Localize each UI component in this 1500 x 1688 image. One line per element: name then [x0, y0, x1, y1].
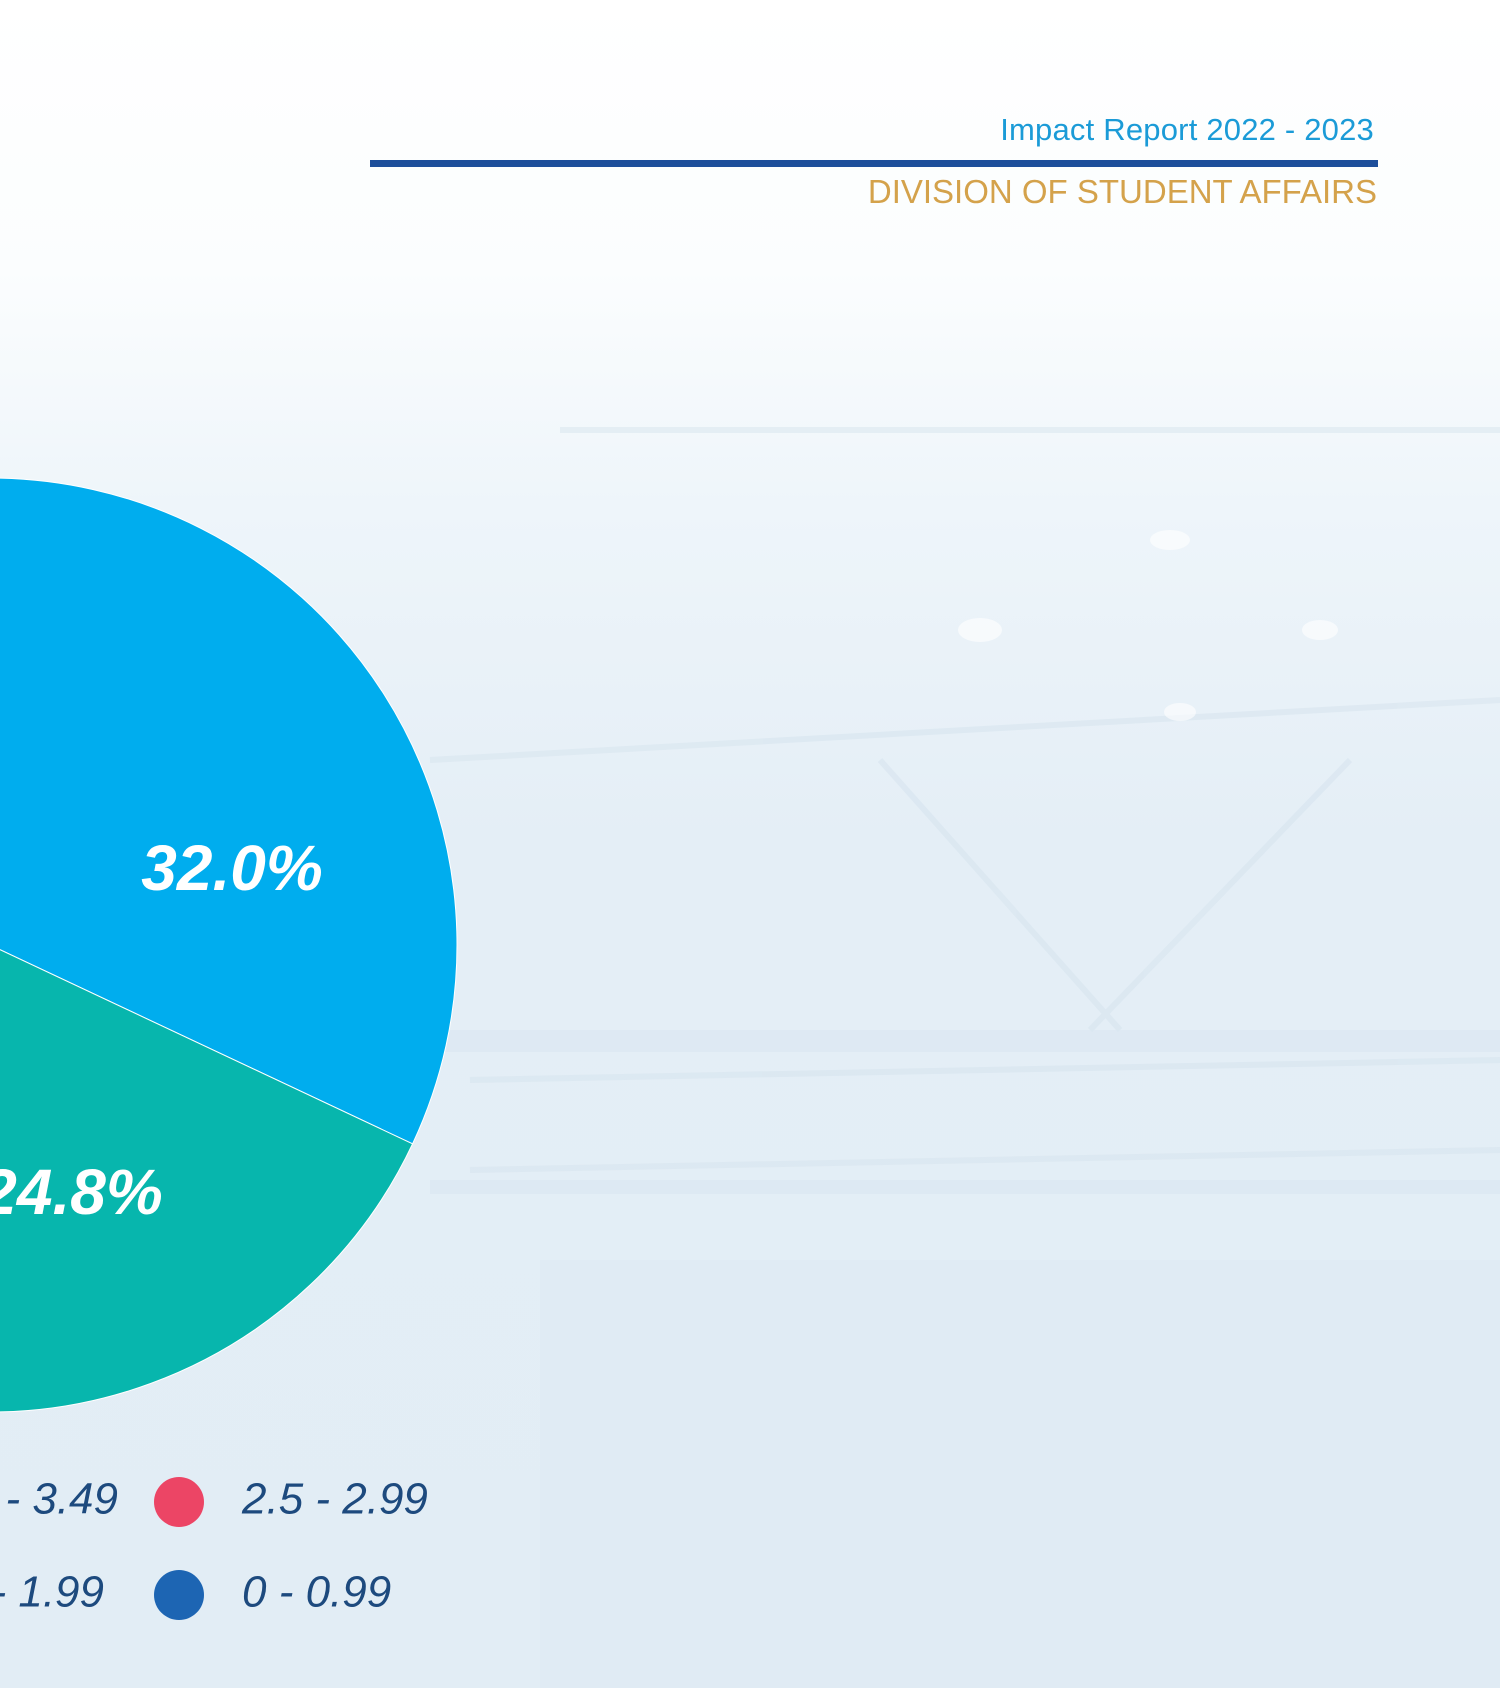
pie-slice-labels: 32.0% 24.8%: [0, 832, 323, 1228]
legend-swatch: [154, 1477, 204, 1527]
pie-slice-1: [0, 477, 458, 1145]
pie-slice-label: 24.8%: [0, 1156, 163, 1228]
pie-slice-label: 32.0%: [141, 832, 322, 904]
pie-slice-2: [0, 949, 414, 1413]
legend-label: - 3.49: [5, 1475, 118, 1524]
legend-label: - 1.99: [0, 1568, 104, 1617]
report-title: Impact Report 2022 - 2023: [1000, 112, 1374, 147]
division-name: DIVISION OF STUDENT AFFAIRS: [867, 173, 1377, 210]
legend-label: 0 - 0.99: [242, 1568, 391, 1617]
pie-slices: [0, 477, 458, 1413]
legend-label: 2.5 - 2.99: [241, 1475, 428, 1524]
chart-legend: - 3.49 2.5 - 2.99 - 1.99 0 - 0.99: [0, 1475, 428, 1620]
header-divider: [370, 160, 1378, 167]
legend-swatch: [154, 1570, 204, 1620]
